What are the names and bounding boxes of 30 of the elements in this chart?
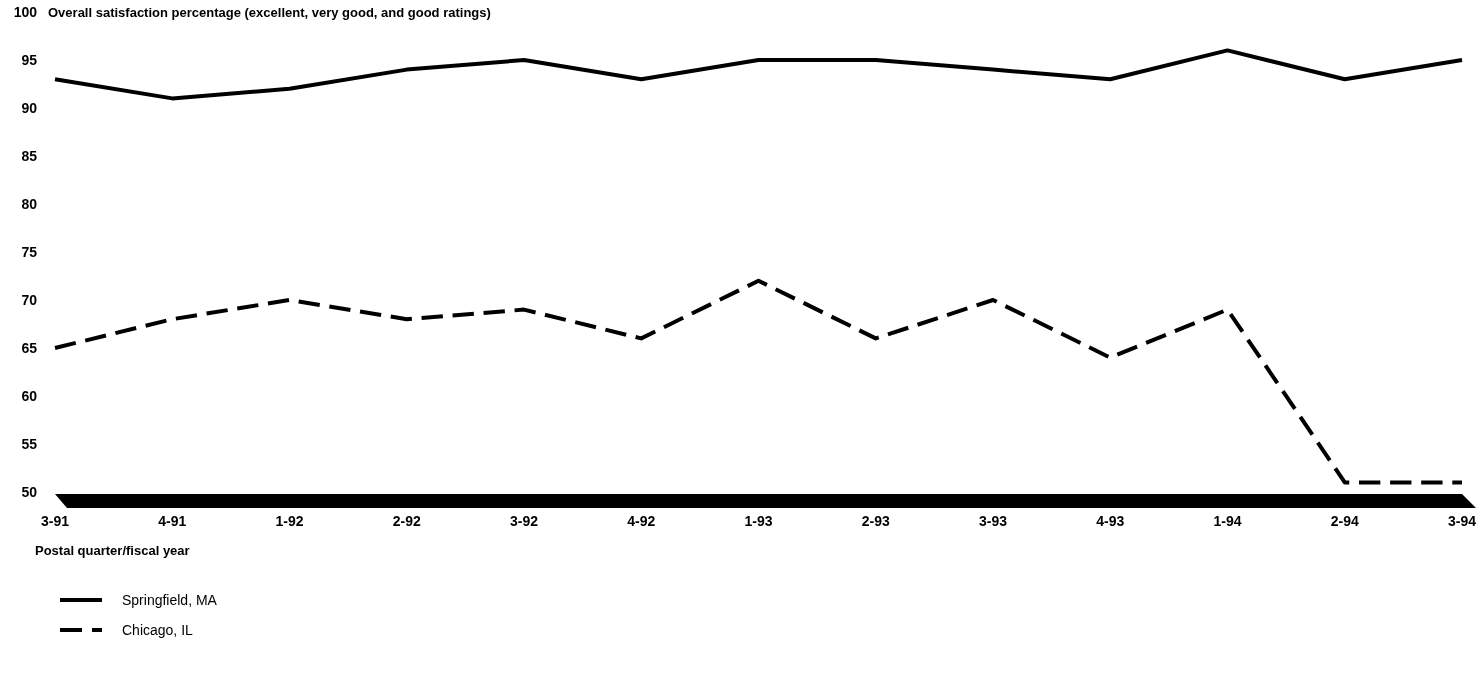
x-axis-title: Postal quarter/fiscal year	[35, 543, 190, 558]
x-tick-label: 2-93	[861, 513, 890, 529]
y-tick-label: 80	[21, 195, 38, 212]
y-tick-label: 50	[21, 483, 38, 500]
line-series	[53, 278, 1464, 485]
x-tick-label: 3-94	[1447, 513, 1477, 529]
line-series	[53, 48, 1464, 101]
x-tick-label: 3-92	[509, 513, 539, 529]
y-tick-label: 55	[21, 435, 38, 452]
y-tick-label: 60	[21, 387, 38, 404]
x-tick-label: 2-92	[392, 513, 421, 529]
y-tick-label: 90	[21, 99, 38, 116]
y-tick-label: 95	[21, 51, 38, 68]
y-tick-label: 75	[21, 243, 38, 260]
x-tick-label: 4-92	[627, 513, 656, 529]
x-tick-label: 3-93	[978, 513, 1008, 529]
x-tick-label: 3-91	[40, 513, 70, 529]
y-tick-label: 100	[13, 3, 38, 20]
legend-label: Springfield, MA	[122, 591, 218, 608]
chart-title: Overall satisfaction percentage (excellent, very good, and good ratings)	[48, 4, 491, 20]
x-tick-label: 4-93	[1096, 513, 1125, 529]
x-tick-label: 1-92	[275, 513, 304, 529]
x-tick-label: 4-91	[158, 513, 187, 529]
y-tick-label: 85	[21, 147, 38, 164]
x-tick-label: 1-94	[1213, 513, 1242, 529]
x-tick-label: 1-93	[744, 513, 773, 529]
legend-label: Chicago, IL	[122, 621, 194, 638]
y-tick-label: 70	[21, 291, 38, 308]
x-tick-label: 2-94	[1330, 513, 1359, 529]
y-tick-label: 65	[21, 339, 38, 356]
